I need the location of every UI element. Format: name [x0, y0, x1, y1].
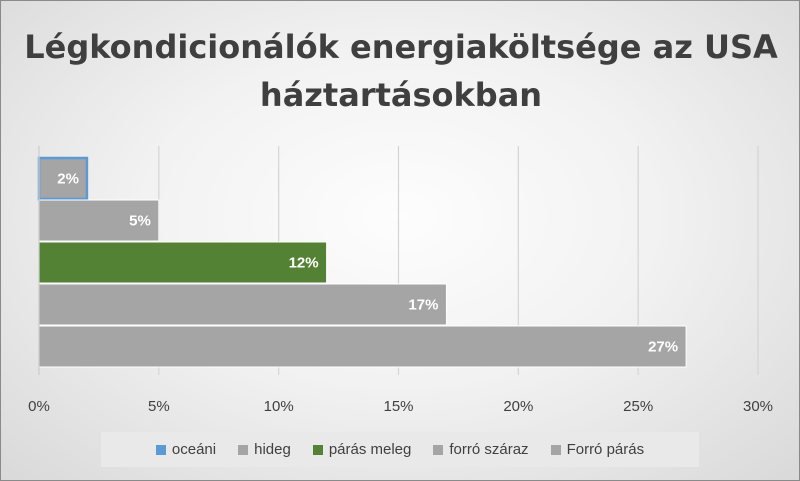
legend-label: oceáni: [171, 441, 217, 458]
legend-item: forró száraz: [433, 441, 529, 458]
data-label: 27%: [648, 339, 678, 356]
chart-title: Légkondicionálók energiaköltsége az USA …: [24, 28, 778, 114]
x-tick-label: 30%: [743, 398, 773, 415]
legend-item: oceáni: [155, 441, 217, 458]
x-tick-label: 15%: [383, 398, 413, 415]
x-tick-label: 5%: [148, 398, 170, 415]
x-tick-label: 10%: [264, 398, 294, 415]
legend-item: Forró párás: [550, 441, 645, 458]
legend-item: hideg: [238, 441, 291, 458]
legend-label: forró száraz: [449, 441, 529, 458]
data-label: 2%: [57, 171, 79, 188]
bar-forró-párás: [38, 325, 687, 368]
data-label: 17%: [408, 297, 438, 314]
plot-area: 0% 5% 10% 15% 20% 25% 30% 2% 5% 12% 17% 27%: [28, 146, 773, 415]
legend-label: hideg: [254, 441, 291, 458]
bar-párás-meleg: [38, 241, 328, 284]
data-label: 12%: [289, 255, 319, 272]
legend: oceáni hideg párás meleg forró száraz Forró …: [101, 432, 699, 467]
legend-label: Forró párás: [566, 441, 645, 458]
x-tick-label: 20%: [503, 398, 533, 415]
legend-swatch: [312, 444, 323, 455]
bar-forró-száraz: [38, 283, 447, 326]
legend-item: párás meleg: [312, 441, 412, 458]
bar-oceáni: [37, 156, 89, 201]
x-tick-label: 25%: [623, 398, 653, 415]
legend-swatch: [433, 444, 444, 455]
legend-swatch: [155, 444, 166, 455]
x-tick-label: 0%: [28, 398, 50, 415]
bar-hideg: [38, 199, 160, 242]
legend-swatch: [550, 444, 561, 455]
legend-label: párás meleg: [328, 441, 412, 458]
legend-swatch: [238, 444, 249, 455]
data-label: 5%: [129, 213, 151, 230]
